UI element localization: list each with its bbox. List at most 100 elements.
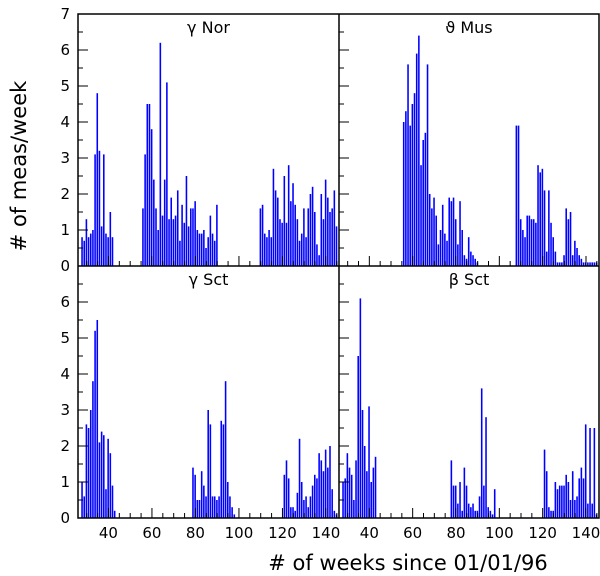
bar: [176, 190, 179, 266]
bar: [415, 53, 418, 266]
bar: [183, 222, 186, 266]
bar: [224, 381, 227, 518]
bar: [103, 154, 105, 266]
panels: γ Nor ϑ Mus γ Sct β Sct: [81, 18, 598, 518]
bar: [113, 510, 116, 518]
bar: [472, 503, 474, 518]
bar: [472, 255, 474, 266]
bar: [163, 179, 166, 266]
bar: [226, 482, 229, 518]
bar: [565, 208, 567, 266]
bar: [530, 219, 533, 266]
bar: [220, 420, 223, 518]
bar: [467, 237, 470, 266]
bar: [174, 215, 177, 266]
bar: [489, 510, 492, 518]
bar: [363, 446, 366, 518]
bar: [109, 212, 112, 266]
bar: [296, 492, 299, 518]
x-tick-label: 40: [99, 524, 118, 542]
bar: [452, 485, 455, 518]
bar: [322, 219, 325, 266]
bar: [168, 219, 170, 266]
bar: [524, 237, 526, 266]
bar: [194, 201, 196, 266]
bar: [231, 507, 233, 518]
bar: [550, 222, 552, 266]
bar: [294, 510, 296, 518]
bar: [150, 129, 153, 266]
y-tick-label: 0: [60, 257, 70, 275]
bar: [480, 388, 483, 518]
bar: [452, 197, 455, 266]
bar: [535, 222, 537, 266]
bar: [571, 255, 574, 266]
x-tick-label: 60: [142, 524, 161, 542]
bar: [411, 104, 414, 266]
bar: [309, 496, 312, 518]
bar: [87, 428, 90, 518]
bar: [478, 496, 481, 518]
bar: [355, 460, 357, 518]
bar: [574, 500, 576, 518]
bar: [446, 240, 448, 266]
bar: [305, 496, 307, 518]
bar: [526, 215, 528, 266]
panel-1: γ Nor: [81, 18, 338, 267]
y-tick-label: 1: [60, 473, 70, 491]
bar: [94, 154, 96, 266]
bar: [420, 165, 422, 266]
bar: [277, 197, 279, 266]
x-tick-label: 60: [403, 524, 422, 542]
bar: [296, 219, 299, 266]
bar: [556, 489, 559, 518]
bar: [192, 467, 194, 518]
bar: [333, 190, 336, 266]
bar: [92, 230, 94, 266]
x-tick-label: 40: [360, 524, 379, 542]
bar: [211, 233, 214, 266]
bar: [100, 431, 103, 518]
bar: [485, 417, 487, 518]
bar: [563, 485, 565, 518]
bar: [578, 478, 580, 518]
bar: [450, 201, 453, 266]
bar: [580, 467, 583, 518]
bar: [487, 507, 489, 518]
bar: [561, 485, 563, 518]
bar: [333, 510, 336, 518]
bar: [329, 212, 331, 266]
bar: [463, 467, 466, 518]
bar: [528, 215, 531, 266]
bar: [87, 237, 90, 266]
bar: [461, 510, 463, 518]
bar: [96, 320, 99, 518]
x-axis-label: # of weeks since 01/01/96: [268, 551, 548, 575]
bar: [407, 64, 409, 267]
bar: [350, 474, 353, 518]
bar: [316, 478, 318, 518]
bar: [270, 237, 273, 266]
bar: [287, 165, 290, 266]
bar: [105, 489, 107, 518]
bar: [203, 485, 205, 518]
bar: [157, 230, 159, 266]
bar: [233, 514, 236, 518]
panel-title: β Sct: [449, 270, 490, 289]
bar: [316, 244, 318, 266]
bar: [142, 208, 144, 266]
bar: [303, 500, 305, 518]
bar: [368, 406, 370, 518]
bar: [433, 197, 435, 266]
bar: [584, 424, 587, 518]
bar: [569, 500, 572, 518]
x-tick-label: 120: [268, 524, 297, 542]
bar: [198, 233, 201, 266]
x-tick-label: 100: [485, 524, 514, 542]
bar: [329, 446, 331, 518]
y-tick-label: 1: [60, 221, 70, 239]
bar: [413, 93, 416, 266]
bar: [537, 165, 539, 266]
bar: [348, 467, 351, 518]
bar: [578, 255, 580, 266]
